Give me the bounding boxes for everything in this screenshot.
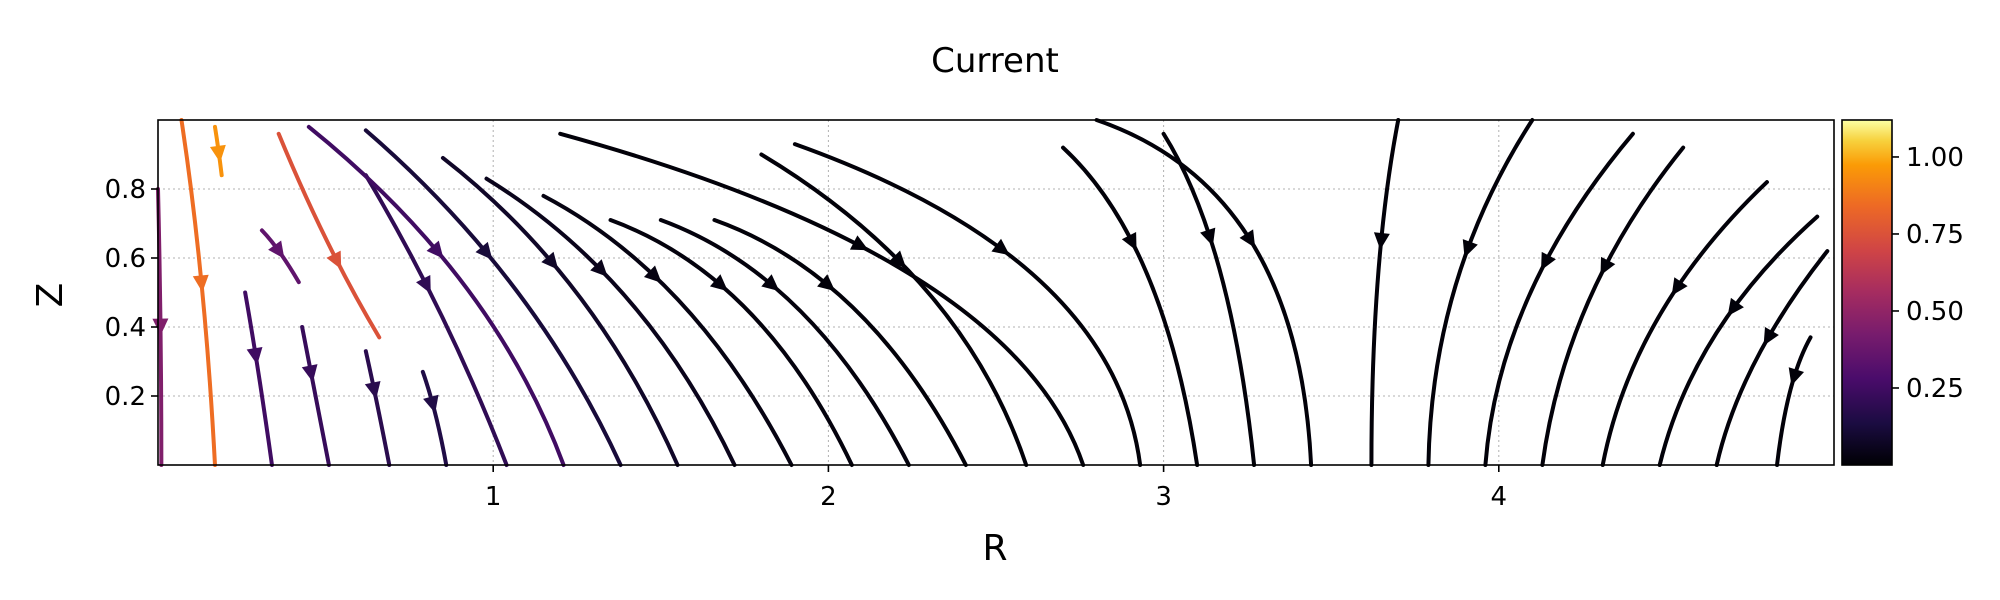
y-tick-label: 0.2	[105, 382, 146, 412]
x-axis-ticks: 1 2 3 4	[485, 465, 1507, 512]
streamline-16	[658, 218, 911, 467]
streamline-arrow-21	[1121, 231, 1137, 251]
streamline-arrow-20	[991, 238, 1010, 256]
streamline-arrow-8	[326, 250, 342, 270]
streamline-arrow-1	[192, 274, 209, 293]
streamline-11	[363, 128, 623, 467]
colorbar-ticks: 0.25 0.50 0.75 1.00	[1892, 143, 1964, 404]
streamline-arrow-31	[1788, 367, 1805, 386]
streamline-arrow-15	[709, 274, 728, 292]
x-axis-label: R	[982, 528, 1007, 569]
streamline-arrow-2	[246, 346, 263, 365]
streamline-15	[608, 218, 854, 467]
streamline-arrow-14	[643, 265, 662, 283]
streamline-arrow-0	[152, 318, 169, 336]
y-axis-label: Z	[30, 283, 71, 308]
streamline-9	[363, 173, 509, 467]
streamline-arrow-17	[817, 274, 836, 292]
colorbar-tick-label: 0.75	[1906, 220, 1964, 250]
colorbar: 0.25 0.50 0.75 1.00	[1841, 119, 1964, 466]
streamline-27	[1540, 145, 1686, 467]
streamline-8	[276, 131, 382, 340]
colorbar-tick-label: 1.00	[1906, 143, 1964, 173]
streamline-arrow-28	[1671, 277, 1688, 296]
streamline-17	[712, 218, 968, 467]
streamline-20	[792, 142, 1143, 467]
streamline-13	[484, 176, 737, 467]
streamline-arrow-19	[849, 235, 869, 251]
streamline-5	[420, 369, 449, 467]
streamline-29	[1657, 214, 1820, 467]
streamline-arrow-6	[209, 144, 226, 163]
x-tick-label: 2	[820, 482, 837, 512]
streamline-12	[440, 155, 680, 467]
streamline-arrow-9	[416, 275, 431, 294]
streamline-arrow-16	[761, 274, 780, 292]
streamline-arrow-27	[1600, 256, 1616, 276]
streamline-21	[1061, 145, 1200, 467]
streamline-arrow-11	[475, 241, 493, 260]
y-axis-ticks: 0.2 0.4 0.6 0.8	[105, 175, 158, 412]
chart-title: Current	[931, 41, 1059, 81]
streamline-arrow-22	[1200, 227, 1216, 247]
streamline-arrow-10	[426, 240, 444, 259]
streamline-arrow-12	[541, 251, 559, 270]
streamline-arrow-18	[888, 250, 907, 269]
y-tick-label: 0.4	[105, 313, 146, 343]
streamline-arrow-24	[1373, 232, 1390, 250]
colorbar-tick-label: 0.50	[1906, 297, 1964, 327]
x-tick-label: 3	[1155, 482, 1172, 512]
y-tick-label: 0.8	[105, 175, 146, 205]
y-tick-label: 0.6	[105, 244, 146, 274]
x-tick-label: 1	[485, 482, 502, 512]
plot-frame	[157, 119, 1835, 466]
streamline-18	[759, 152, 1029, 467]
streamline-arrow-7	[268, 240, 285, 259]
streamline-arrow-26	[1541, 251, 1556, 271]
streamline-10	[306, 124, 566, 467]
streamline-30	[1714, 249, 1830, 467]
streamline-arrow-4	[364, 381, 381, 400]
plot-area: 1 2 3 4 0.2 0.4 0.6 0.8	[105, 118, 1835, 512]
streamline-arrow-25	[1462, 239, 1478, 258]
streamline-28	[1600, 180, 1769, 467]
streamline-25	[1426, 118, 1535, 467]
streamline-arrow-5	[423, 394, 439, 414]
colorbar-tick-label: 0.25	[1906, 374, 1964, 404]
colorbar-gradient	[1841, 119, 1893, 466]
streamline-14	[541, 193, 794, 467]
streamline-arrow-13	[590, 259, 608, 277]
streamline-19	[558, 131, 1086, 467]
streamline-arrow-3	[301, 364, 318, 383]
streamline-31	[1775, 335, 1813, 467]
streamline-26	[1483, 131, 1635, 467]
streamline-arrow-30	[1763, 327, 1779, 346]
streamline-3	[300, 325, 331, 467]
streamline-arrow-29	[1727, 297, 1744, 317]
streamline-4	[363, 349, 392, 467]
streamline-2	[243, 290, 274, 467]
streamline-24	[1369, 118, 1401, 467]
streamline-arrow-23	[1239, 229, 1256, 248]
x-tick-label: 4	[1491, 482, 1508, 512]
